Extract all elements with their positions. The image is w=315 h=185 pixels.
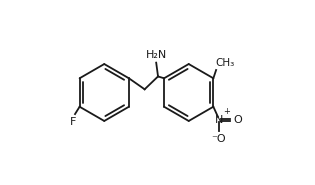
- Text: ⁻O: ⁻O: [212, 134, 226, 144]
- Text: CH₃: CH₃: [215, 58, 234, 68]
- Text: H₂N: H₂N: [146, 50, 167, 60]
- Text: O: O: [233, 115, 242, 125]
- Text: F: F: [70, 117, 76, 127]
- Text: N: N: [215, 115, 223, 125]
- Text: +: +: [223, 107, 230, 116]
